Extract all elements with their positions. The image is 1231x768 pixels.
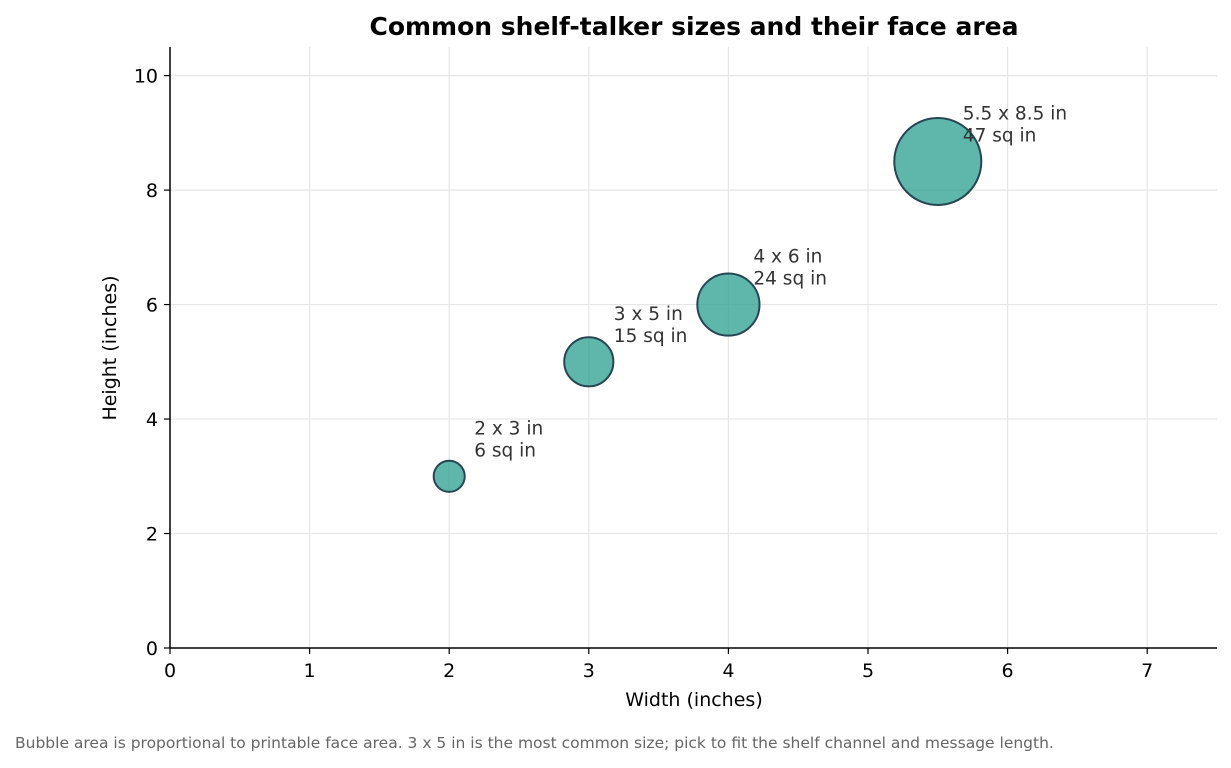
- bubble-label-size: 2 x 3 in: [474, 418, 543, 439]
- y-tick-label: 0: [146, 638, 158, 660]
- x-tick-label: 6: [1002, 660, 1014, 682]
- bubble-label-size: 3 x 5 in: [614, 304, 683, 325]
- bubble-label-area: 47 sq in: [963, 125, 1037, 146]
- y-tick-label: 6: [146, 295, 158, 317]
- bubble-point: [563, 336, 615, 388]
- bubble-label-area: 15 sq in: [614, 326, 688, 347]
- y-tick-label: 8: [146, 180, 158, 202]
- x-axis-label: Width (inches): [625, 689, 762, 711]
- y-tick-label: 2: [146, 524, 158, 546]
- y-tick-label: 4: [146, 409, 158, 431]
- x-tick-label: 7: [1141, 660, 1153, 682]
- x-tick-label: 0: [164, 660, 176, 682]
- ticks: 0 1 2 3 4 5 6 7 0 2 4 6 8 10: [134, 66, 1153, 682]
- y-tick-label: 10: [134, 66, 158, 88]
- x-tick-label: 4: [722, 660, 734, 682]
- x-tick-label: 2: [443, 660, 455, 682]
- axes: [169, 47, 1217, 649]
- y-axis-label: Height (inches): [99, 275, 121, 420]
- bubbles: [432, 116, 983, 493]
- bubble-point: [696, 272, 761, 337]
- x-tick-label: 5: [862, 660, 874, 682]
- bubble-label-size: 4 x 6 in: [753, 247, 822, 268]
- bubble-label-area: 6 sq in: [474, 440, 536, 461]
- bubble-point: [432, 459, 466, 493]
- x-tick-label: 3: [583, 660, 595, 682]
- grid: [170, 47, 1217, 648]
- bubble-label-area: 24 sq in: [753, 269, 827, 290]
- bubble-label-size: 5.5 x 8.5 in: [963, 103, 1067, 124]
- chart-title: Common shelf-talker sizes and their face…: [369, 12, 1018, 41]
- x-tick-label: 1: [304, 660, 316, 682]
- caption: Bubble area is proportional to printable…: [15, 734, 1054, 752]
- bubble-point: [893, 116, 983, 206]
